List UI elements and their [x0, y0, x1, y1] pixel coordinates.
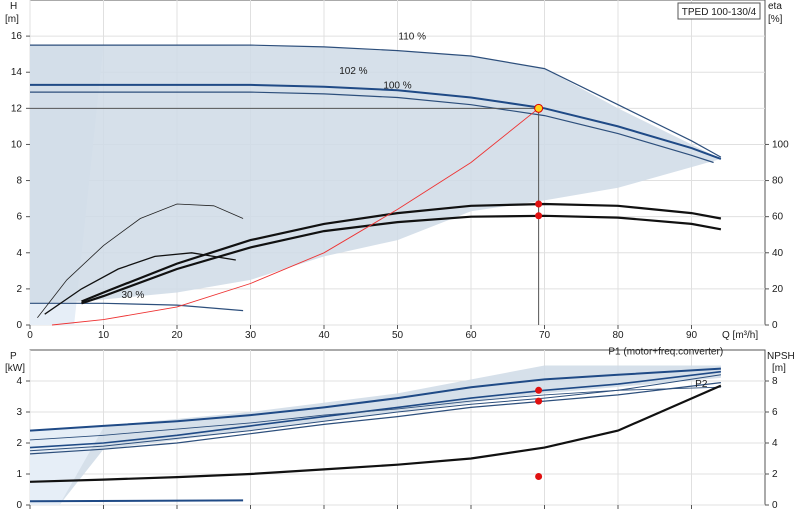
curve-label: 102 %: [339, 66, 367, 77]
y2-tick-label: 20: [772, 284, 784, 295]
curve-label: P2: [695, 379, 708, 390]
series-line: [29, 386, 721, 441]
y-tick-label: 10: [11, 139, 23, 150]
series-line: [29, 384, 722, 483]
y2-axis-unit: [m]: [772, 363, 786, 374]
curve-label: P1 (motor+freq.converter): [608, 347, 723, 358]
operating-point-marker: [534, 103, 544, 113]
duty-point-marker: [535, 212, 543, 220]
x-tick-label: 80: [612, 330, 624, 341]
x-tick-label: 90: [686, 330, 698, 341]
x-tick-label: 70: [539, 330, 551, 341]
series-line: [29, 374, 721, 452]
head-series-group: [30, 44, 722, 326]
x-tick-label: 0: [27, 330, 33, 341]
y-axis-unit: [m]: [5, 14, 19, 25]
x-tick-label: 10: [98, 330, 110, 341]
x-tick-label: 30: [245, 330, 257, 341]
series-line: [29, 367, 721, 432]
y2-tick-label: 0: [772, 320, 778, 331]
y-tick-label: 0: [16, 500, 22, 511]
y-axis-label: H: [10, 1, 17, 12]
y2-tick-label: 100: [772, 139, 789, 150]
y2-tick-label: 40: [772, 248, 784, 259]
series-line: [29, 499, 244, 503]
y2-tick-label: 4: [772, 438, 778, 449]
y-tick-label: 14: [11, 67, 23, 78]
power-plot-grid: [29, 350, 765, 506]
curve-label: 110 %: [398, 32, 426, 43]
x-tick-label: 20: [171, 330, 183, 341]
y2-tick-label: 8: [772, 376, 778, 387]
y2-tick-label: 6: [772, 407, 778, 418]
series-line: [29, 382, 721, 455]
chart-title: TPED 100-130/4: [682, 7, 757, 18]
series-line: [30, 44, 722, 158]
y-tick-label: 2: [16, 438, 22, 449]
power-series-group: [29, 367, 722, 503]
duty-point-marker: [535, 200, 543, 208]
power-annotations: P1 (motor+freq.converter) P2 P[kW] NPSH[m]: [5, 347, 795, 391]
series-line: [81, 202, 722, 303]
power-axes: 0 1 2 3 4 0 2 4 6 8: [16, 376, 778, 511]
head-annotations: 110 % 102 % 100 % 30 % H [m] eta [%] Q [m³/h]: [5, 1, 783, 341]
series-line: [30, 91, 714, 164]
y-tick-label: 16: [11, 31, 23, 42]
series-line: [37, 203, 244, 319]
x-tick-label: 60: [465, 330, 477, 341]
y-axis-label: P: [10, 351, 17, 362]
duty-point-marker: [535, 397, 543, 405]
y-tick-label: 8: [16, 176, 22, 187]
y-tick-label: 3: [16, 407, 22, 418]
y-tick-label: 0: [16, 320, 22, 331]
x-tick-label: 50: [392, 330, 404, 341]
x-tick-label: 40: [318, 330, 330, 341]
y2-axis-label: NPSH: [767, 351, 795, 362]
series-line: [44, 252, 236, 315]
y2-tick-label: 2: [772, 469, 778, 480]
y2-axis-label: eta: [768, 1, 782, 12]
y2-axis-unit: [%]: [768, 14, 783, 25]
curve-label: 30 %: [122, 290, 145, 301]
y-tick-label: 6: [16, 212, 22, 223]
series-line: [30, 83, 722, 160]
y-tick-label: 4: [16, 376, 22, 387]
title-box: [677, 2, 761, 20]
duty-point-marker: [535, 472, 543, 480]
y-tick-label: 1: [16, 469, 22, 480]
y-tick-label: 12: [11, 103, 23, 114]
y2-tick-label: 60: [772, 212, 784, 223]
x-axis-label: Q [m³/h]: [722, 330, 758, 341]
series-line: [81, 214, 722, 305]
series-line: [51, 107, 539, 326]
y-tick-label: 2: [16, 284, 22, 295]
series-line: [30, 302, 244, 312]
head-efficiency-panel: 0 10 20 30 40 50 60 70 80 90 0 2 4 6 8 10 12 14 16 0 20 40 60 8…: [5, 0, 789, 341]
curve-label: 100 %: [383, 80, 411, 91]
y-axis-unit: [kW]: [5, 363, 25, 374]
y2-tick-label: 0: [772, 500, 778, 511]
y-tick-label: 4: [16, 248, 22, 259]
y2-tick-label: 80: [772, 176, 784, 187]
head-axes: 0 10 20 30 40 50 60 70 80 90 0 2 4 6 8 10 12 14 16 0 20 40 60 8…: [11, 31, 789, 341]
duty-point-marker: [535, 386, 543, 394]
